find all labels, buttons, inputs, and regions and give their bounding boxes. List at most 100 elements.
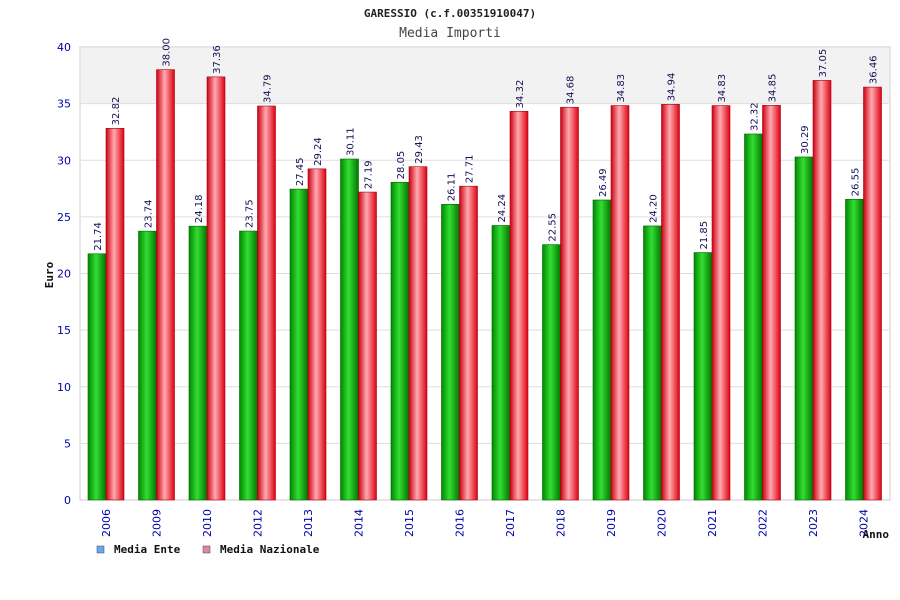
data-label-media-ente-2009: 23.74 [144, 200, 155, 229]
data-label-media-ente-2018: 22.55 [548, 213, 559, 242]
x-tick-label: 2023 [807, 509, 820, 537]
data-label-media-ente-2023: 30.29 [800, 125, 811, 154]
x-tick-label: 2019 [605, 509, 618, 537]
data-label-media-nazionale-2017: 34.32 [515, 80, 526, 109]
data-label-media-nazionale-2014: 27.19 [364, 160, 375, 189]
data-label-media-nazionale-2006: 32.82 [111, 97, 122, 126]
y-tick-label: 35 [57, 98, 71, 111]
data-label-media-ente-2010: 24.18 [194, 195, 205, 224]
y-axis-label: Euro [43, 261, 56, 288]
data-label-media-ente-2014: 30.11 [346, 127, 357, 156]
y-tick-label: 40 [57, 41, 71, 54]
data-label-media-nazionale-2010: 37.36 [212, 45, 223, 74]
x-tick-label: 2015 [403, 509, 416, 537]
bar-media-ente-2016 [441, 204, 460, 501]
y-tick-label: 20 [57, 268, 71, 281]
data-label-media-ente-2017: 24.24 [497, 194, 508, 223]
bar-media-nazionale-2012 [257, 105, 276, 501]
data-label-media-ente-2006: 21.74 [93, 222, 104, 251]
x-tick-label: 2021 [706, 509, 719, 537]
data-label-media-nazionale-2018: 34.68 [566, 76, 577, 105]
x-axis-label: Anno [863, 528, 890, 541]
plot-area: 0 5 10 15 20 25 30 35 40 21.74 32.82 23.74 38.00 24.… [57, 38, 891, 537]
bars [87, 69, 882, 501]
bar-media-ente-2006 [87, 253, 107, 501]
data-label-media-ente-2016: 26.11 [447, 173, 458, 202]
bar-media-nazionale-2013 [307, 168, 327, 501]
y-tick-label: 30 [57, 154, 71, 167]
data-label-media-ente-2020: 24.20 [649, 194, 660, 223]
y-tick-label: 25 [57, 211, 71, 224]
bar-media-nazionale-2020 [661, 104, 680, 501]
x-tick-label: 2014 [353, 509, 366, 537]
x-tick-label: 2024 [858, 509, 871, 537]
bar-media-ente-2017 [491, 225, 511, 501]
bar-media-ente-2024 [845, 199, 864, 501]
x-axis-ticks: 2006 2009 2010 2012 2013 2014 2015 2016 2017 2018… [100, 509, 871, 537]
bar-media-ente-2010 [188, 225, 208, 501]
data-label-media-nazionale-2016: 27.71 [465, 155, 476, 184]
bar-media-nazionale-2017 [509, 111, 529, 501]
legend-label-media-ente: Media Ente [114, 543, 181, 556]
bar-media-nazionale-2015 [408, 166, 428, 501]
x-tick-label: 2017 [504, 509, 517, 537]
y-tick-label: 0 [64, 494, 71, 507]
data-label-media-ente-2019: 26.49 [598, 168, 609, 197]
x-tick-label: 2016 [454, 509, 467, 537]
bar-media-ente-2015 [390, 182, 410, 501]
legend-label-media-nazionale: Media Nazionale [220, 543, 320, 556]
y-tick-label: 10 [57, 381, 71, 394]
chart-title: GARESSIO (c.f.00351910047) [364, 7, 536, 20]
bar-media-nazionale-2010 [206, 76, 226, 501]
legend-swatch-media-nazionale [202, 545, 211, 554]
data-label-media-ente-2021: 21.85 [699, 221, 710, 250]
data-label-media-nazionale-2024: 36.46 [869, 55, 880, 84]
bar-media-ente-2023 [794, 156, 814, 501]
data-label-media-ente-2012: 23.75 [245, 199, 256, 228]
data-label-media-nazionale-2012: 34.79 [263, 74, 274, 103]
legend-swatch-media-ente [96, 545, 105, 554]
data-label-media-nazionale-2015: 29.43 [414, 135, 425, 164]
bar-media-ente-2020 [643, 225, 662, 501]
data-label-media-ente-2022: 32.32 [750, 102, 761, 131]
data-label-media-ente-2015: 28.05 [396, 151, 407, 180]
x-tick-label: 2020 [656, 509, 669, 537]
bar-media-ente-2012 [239, 230, 258, 501]
bar-media-nazionale-2024 [863, 86, 882, 501]
bar-media-ente-2018 [542, 244, 561, 501]
data-label-media-nazionale-2009: 38.00 [162, 38, 173, 67]
bar-media-nazionale-2014 [358, 191, 377, 501]
x-tick-label: 2018 [555, 509, 568, 537]
data-label-media-nazionale-2019: 34.83 [616, 74, 627, 103]
x-tick-label: 2013 [302, 509, 315, 537]
bar-media-ente-2009 [138, 230, 157, 501]
x-tick-label: 2012 [252, 509, 265, 537]
x-tick-label: 2010 [201, 509, 214, 537]
bar-media-nazionale-2022 [762, 105, 781, 501]
y-axis-ticks: 0 5 10 15 20 25 30 35 40 [57, 41, 71, 507]
y-tick-label: 15 [57, 324, 71, 337]
chart-subtitle: Media Importi [399, 26, 501, 41]
bar-media-nazionale-2023 [812, 80, 832, 501]
bar-media-nazionale-2009 [156, 69, 175, 501]
bar-media-ente-2019 [592, 199, 612, 501]
y-tick-label: 5 [64, 437, 71, 450]
x-tick-label: 2022 [757, 509, 770, 537]
bar-media-nazionale-2018 [560, 106, 579, 501]
bar-media-nazionale-2016 [459, 185, 478, 501]
bar-media-nazionale-2021 [711, 105, 731, 501]
x-tick-label: 2006 [100, 509, 113, 537]
bar-media-nazionale-2019 [610, 105, 630, 501]
data-labels: 21.74 32.82 23.74 38.00 24.18 37.36 23.75 34.79… [93, 38, 880, 251]
data-label-media-ente-2013: 27.45 [295, 157, 306, 186]
bar-media-ente-2022 [744, 133, 763, 501]
data-label-media-nazionale-2022: 34.85 [768, 74, 779, 103]
data-label-media-nazionale-2023: 37.05 [818, 49, 829, 78]
legend: Media Ente Media Nazionale [96, 543, 320, 556]
data-label-media-nazionale-2020: 34.94 [667, 73, 678, 102]
bar-media-ente-2013 [289, 188, 309, 501]
data-label-media-nazionale-2021: 34.83 [717, 74, 728, 103]
bar-media-nazionale-2006 [105, 128, 125, 501]
x-tick-label: 2009 [151, 509, 164, 537]
